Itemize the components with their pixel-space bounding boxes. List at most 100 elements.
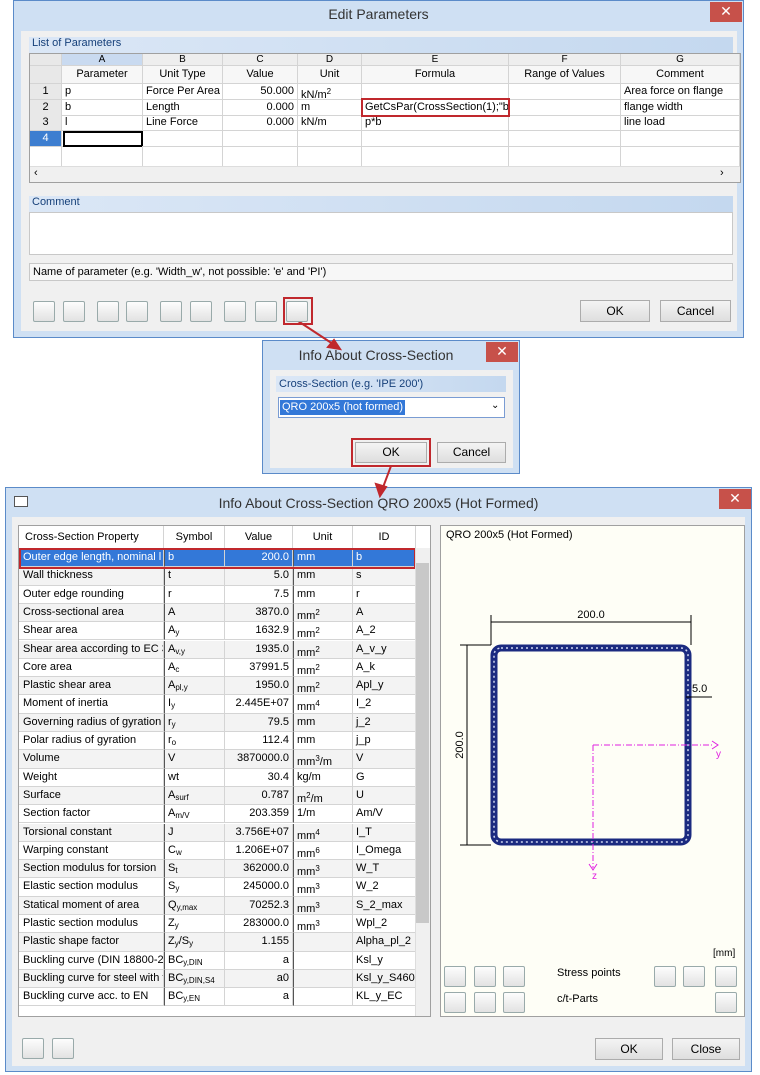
unit-cell [298,130,362,147]
tool-button[interactable] [474,966,496,987]
id-cell: Am/V [353,805,416,824]
dropdown-arrow[interactable]: ⌄ [491,400,500,411]
dialog-title: Info About Cross-Section [298,347,454,363]
value-cell: a [225,951,293,970]
text-sub: y,EN [183,994,201,1004]
scroll-right[interactable]: › [720,167,724,179]
text-sub: c [175,664,180,674]
property-cell: Statical moment of area [19,896,164,915]
column-header: Unit Type [143,66,223,84]
current-cell [63,130,143,147]
text-part: S [168,862,176,875]
text-part: Z [168,917,175,929]
scrollbar[interactable] [30,166,740,182]
ok-button[interactable]: OK [580,300,650,322]
id-cell: Wpl_2 [353,915,416,934]
column-letter: B [143,54,223,66]
value-cell: 1.206E+07 [225,841,293,861]
text-sup: 3 [315,882,320,892]
text-part: kN/m [301,116,327,128]
comment-box[interactable] [29,212,733,255]
symbol-cell: BCy,EN [164,988,225,1007]
text-sup: 2 [315,662,320,672]
cancel-button[interactable]: Cancel [660,300,731,322]
close-button[interactable]: ✕ [719,489,751,509]
close-button[interactable]: ✕ [486,342,518,362]
close-button[interactable]: Close [672,1038,740,1060]
symbol-cell: Qy,max [164,896,225,915]
value-cell: 3870000.0 [225,750,293,769]
text-sup: 2 [315,681,320,691]
scroll-left[interactable]: ‹ [34,167,38,179]
symbol-cell: Am/V [164,805,225,824]
tool-button[interactable] [654,966,676,987]
tool-button[interactable] [444,992,466,1013]
text-part: wt [168,770,179,783]
comment-cell [621,130,740,147]
grid-divider [222,146,223,166]
text-sub: surf [175,792,189,802]
property-cell: Governing radius of gyration [19,713,164,732]
unit-cell: kg/m [293,768,353,787]
text-sub: y [174,921,179,930]
ct-parts-label: c/t-Parts [557,993,598,1005]
tool-button[interactable] [503,992,525,1013]
close-button[interactable]: ✕ [710,2,742,22]
ok-button[interactable]: OK [355,442,427,463]
unit-cell [293,951,353,970]
text-sub: y [171,719,176,729]
tool-button[interactable] [715,966,737,987]
parameter-cell: b [62,99,143,116]
value-cell: 0.000 [223,99,298,116]
text-part: I [168,697,172,710]
id-cell: A_2 [353,622,416,641]
symbol-cell: t [164,567,225,586]
ok-button[interactable]: OK [595,1038,663,1060]
column-header: Cross-Section Property [19,526,164,549]
value-cell: 203.359 [225,805,293,824]
symbol-cell: Sy [164,878,225,897]
property-cell: Cross-sectional area [19,603,164,623]
unit-cell: mm2 [293,658,353,678]
text-sup: 2 [315,607,320,617]
scroll-thumb[interactable] [416,563,429,923]
value-cell: 0.000 [223,115,298,131]
unit-type-cell [143,130,223,147]
tool-button[interactable] [52,1038,74,1059]
text-part: BC [168,990,184,1003]
tool-button[interactable] [683,966,705,987]
value-cell: 245000.0 [225,878,293,897]
tool-button[interactable] [444,966,466,987]
value-cell: 112.4 [225,732,293,751]
grid-divider [620,146,621,166]
row-number: 1 [30,84,62,100]
tool-button[interactable] [22,1038,44,1059]
parameter-grid: A Parameter B Unit Type C Value D Unit E Formula F… [29,53,741,183]
tool-button[interactable] [474,992,496,1013]
comment-cell: Area force on flange [621,84,740,100]
parameter-cell: p [62,84,143,100]
property-cell: Outer edge length, nominal l [19,549,164,568]
group-label: Cross-Section (e.g. 'IPE 200') [276,376,506,392]
text-part: mm [297,609,316,622]
id-cell: G [353,768,416,787]
value-cell: 30.4 [225,768,293,787]
value-cell: 79.5 [225,713,293,732]
text-part: 1/m [297,807,316,820]
window-title: Edit Parameters [328,6,429,22]
drawing-title: QRO 200x5 (Hot Formed) [446,529,573,541]
tool-button[interactable] [503,966,525,987]
symbol-cell: Zy/Sy [164,933,225,952]
symbol-cell: St [164,860,225,879]
column-header: Value [225,526,293,549]
property-cell: Section modulus for torsion [19,860,164,879]
symbol-cell: BCy,DIN [164,951,225,970]
column-header: Formula [362,66,509,84]
text-part: mm [297,902,316,915]
property-cell: Elastic section modulus [19,878,164,897]
parameter-cell: l [62,115,143,131]
unit-cell: mm2 [293,622,353,641]
cancel-button[interactable]: Cancel [437,442,506,463]
tool-button[interactable] [715,992,737,1013]
column-letter: D [298,54,362,66]
